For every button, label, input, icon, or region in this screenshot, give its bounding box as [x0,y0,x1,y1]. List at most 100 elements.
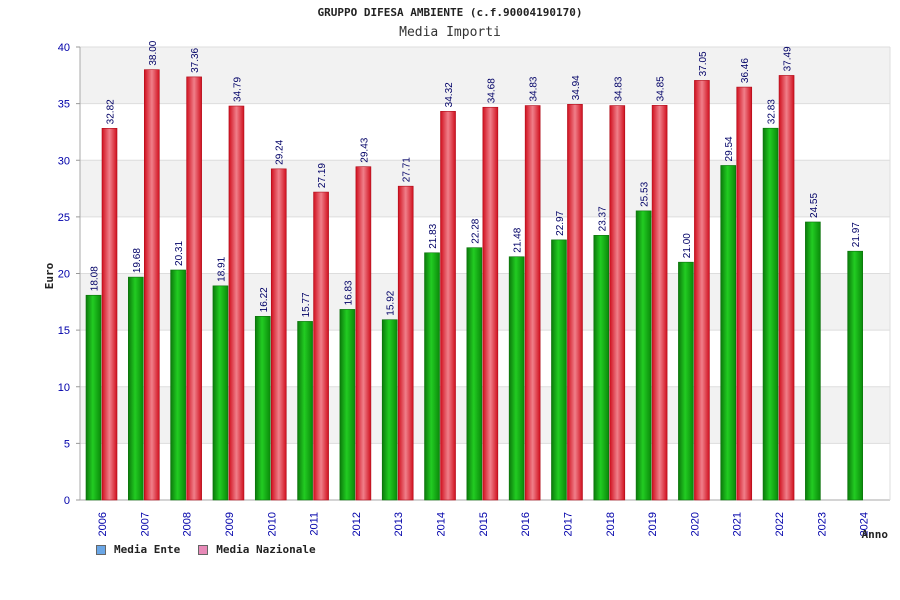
bar-media-ente [254,316,271,501]
bar-media-ente [593,235,610,501]
bar-media-ente [720,165,737,501]
value-label: 21.00 [682,233,693,258]
bar-media-ente [170,269,186,501]
value-label: 37.05 [698,51,709,76]
value-label: 22.97 [555,210,566,235]
bar-media-nazionale [270,168,287,501]
bar-media-ente [85,294,102,501]
y-tick-label: 5 [64,438,70,450]
bar-media-nazionale [355,166,372,501]
y-tick-label: 25 [58,212,70,224]
bar-media-ente [805,221,821,501]
bar-media-ente [847,250,863,501]
x-tick-label: 2024 [859,512,871,536]
bar-media-ente [508,256,525,501]
bar-media-nazionale [736,86,753,501]
value-label: 36.46 [740,58,751,83]
x-axis-ticks: 2006 2007 2008 2009 2010 2011 2012 2013 2014 2015… [97,512,871,536]
x-tick-label: 2020 [689,512,701,536]
x-tick-label: 2010 [266,512,278,536]
bar-media-ente [635,210,652,501]
bar-media-nazionale [694,80,710,501]
value-label: 18.91 [216,256,227,281]
x-tick-label: 2006 [97,512,109,536]
value-label: 29.43 [359,137,370,162]
bar-media-ente [762,127,779,501]
bar-media-ente [339,309,356,501]
bar-media-ente [424,252,440,501]
bar-media-ente [466,247,483,501]
x-tick-label: 2018 [605,512,617,536]
value-label: 21.83 [428,223,439,248]
y-tick-label: 15 [58,325,70,337]
bar-media-nazionale [567,104,583,501]
value-label: 27.19 [317,163,328,188]
bar-media-nazionale [440,111,456,501]
value-label: 20.31 [174,241,185,266]
bar-media-nazionale [524,105,541,501]
chart-subtitle: Media Importi [399,25,501,40]
x-tick-label: 2007 [139,512,151,536]
x-tick-label: 2021 [732,512,744,536]
bar-media-nazionale [228,105,245,501]
y-axis-label: Euro [43,262,56,289]
value-label: 34.32 [444,82,455,107]
y-tick-label: 20 [58,269,70,281]
legend-label-nazionale: Media Nazionale [216,543,316,556]
value-label: 32.83 [767,99,778,124]
value-label: 27.71 [402,157,413,182]
y-tick-label: 40 [58,42,70,54]
bar-media-ente [381,319,398,501]
x-tick-label: 2016 [520,512,532,536]
x-tick-label: 2017 [562,512,574,536]
value-label: 37.49 [783,46,794,71]
bar-media-ente [128,276,144,501]
bar-media-nazionale [101,128,118,501]
x-tick-label: 2023 [816,512,828,536]
bar-media-nazionale [609,105,626,501]
legend-item-ente: Media Ente [96,543,180,556]
value-label: 16.22 [259,287,270,312]
x-tick-label: 2022 [774,512,786,536]
data-labels: 18.08 32.82 19.68 38.00 20.31 37.36 18.91 34.79… [90,40,863,317]
value-label: 23.37 [597,206,608,231]
bar-media-ente [212,285,229,501]
value-label: 24.55 [809,193,820,218]
x-tick-label: 2012 [351,512,363,536]
value-label: 18.08 [90,266,101,291]
value-label: 29.24 [275,139,286,164]
legend-swatch-nazionale [198,544,209,555]
bar-media-ente [678,261,694,501]
value-label: 32.82 [106,99,117,124]
value-label: 38.00 [148,40,159,65]
value-label: 34.83 [613,76,624,101]
bar-media-nazionale [651,105,668,501]
x-axis-label: Anno [862,528,889,541]
bar-media-nazionale [778,75,795,501]
y-tick-label: 10 [58,382,70,394]
bar-media-nazionale [313,191,329,501]
value-label: 22.28 [470,218,481,243]
x-tick-label: 2014 [436,512,448,536]
value-label: 16.83 [343,280,354,305]
bar-media-nazionale [144,69,160,501]
x-tick-label: 2013 [393,512,405,536]
legend-label-ente: Media Ente [114,543,181,556]
value-label: 21.48 [513,227,524,252]
x-tick-label: 2008 [182,512,194,536]
bar-media-nazionale [482,106,499,501]
grid-band [80,47,890,104]
y-tick-label: 35 [58,99,70,111]
y-tick-label: 0 [64,495,70,507]
legend-item-nazionale: Media Nazionale [198,543,316,556]
value-label: 15.92 [386,290,397,315]
x-tick-label: 2011 [309,512,321,536]
y-tick-label: 30 [58,155,70,167]
value-label: 34.79 [232,77,243,102]
x-tick-label: 2019 [647,512,659,536]
value-label: 34.85 [656,76,667,101]
value-label: 29.54 [724,136,735,161]
value-label: 21.97 [851,222,862,247]
value-label: 19.68 [132,248,143,273]
